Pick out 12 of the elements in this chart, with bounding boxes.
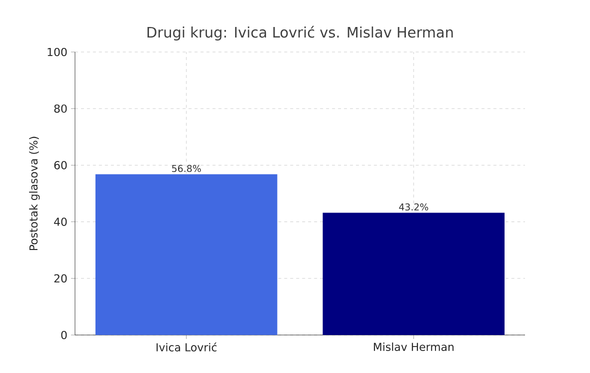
y-tick-label: 20 — [54, 274, 67, 283]
y-tick-label: 100 — [48, 48, 67, 56]
y-tick-label: 0 — [61, 330, 67, 340]
data-label: 43.2% — [399, 203, 428, 211]
chart-title: Drugi krug: Ivica Lovrić vs. Mislav Herman — [148, 26, 453, 40]
data-label: 56.8% — [172, 164, 201, 172]
y-tick-label: 40 — [54, 218, 67, 226]
x-tick-label: Ivica Lovrić — [156, 342, 217, 352]
y-tick-label: 60 — [54, 161, 67, 170]
y-axis-title: Postotak glasova (%) — [29, 136, 40, 250]
x-tick-label: Mislav Herman — [374, 342, 454, 352]
y-tick-label: 80 — [54, 104, 67, 113]
